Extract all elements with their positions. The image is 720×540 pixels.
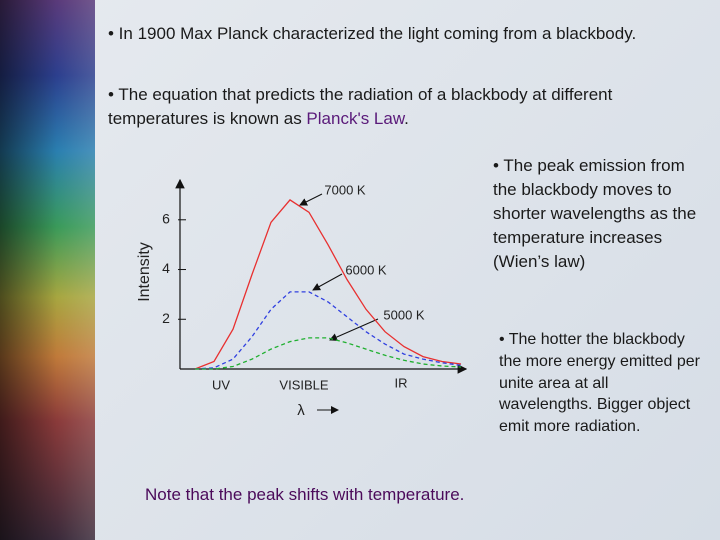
label-arrow	[329, 318, 379, 341]
y-tick-label: 4	[162, 260, 170, 276]
series-label: 6000 K	[345, 262, 387, 277]
series-line	[195, 337, 462, 370]
x-region-label: UV	[212, 377, 230, 392]
note: Note that the peak shifts with temperatu…	[145, 485, 465, 504]
x-region-label: IR	[395, 375, 408, 390]
bullet-end: .	[404, 109, 409, 128]
bullet: • In 1900 Max Planck characterized the l…	[108, 24, 637, 43]
series-label: 5000 K	[383, 307, 425, 322]
y-tick-label: 2	[162, 310, 170, 326]
bullet-text: • The equation that predicts the radiati…	[108, 85, 613, 128]
y-axis-label: Intensity	[136, 242, 153, 302]
label-arrow	[299, 193, 323, 206]
x-region-label: VISIBLE	[279, 377, 328, 392]
label-arrow	[312, 273, 343, 291]
side-bullet: • The peak emission from the blackbody m…	[493, 156, 697, 271]
x-axis-label: λ	[297, 402, 305, 419]
series-label: 7000 K	[324, 182, 366, 197]
spectrum-strip	[0, 0, 95, 540]
highlight: Planck's Law	[306, 109, 405, 128]
series-line	[194, 199, 462, 370]
side-bullet: • The hotter the blackbody the more ener…	[499, 331, 700, 436]
bullet: • The equation that predicts the radiati…	[108, 83, 708, 131]
y-tick-label: 6	[162, 210, 170, 226]
series-line	[194, 291, 462, 370]
